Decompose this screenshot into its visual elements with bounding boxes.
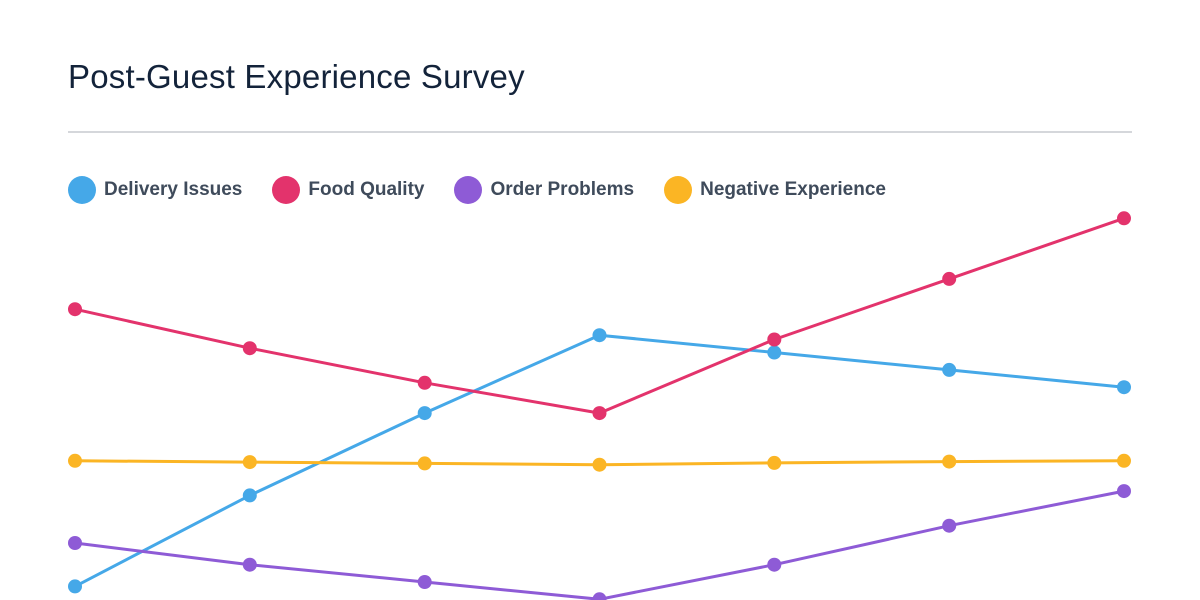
data-point-negative-experience-7[interactable] [1117,453,1131,468]
legend-swatch-delivery-issues [68,176,96,204]
series-food-quality [68,211,1131,421]
legend-label-food-quality: Food Quality [308,179,425,200]
data-point-delivery-issues-1[interactable] [68,579,82,594]
legend-swatch-negative-experience [664,176,693,204]
data-point-order-problems-5[interactable] [767,557,782,572]
data-point-negative-experience-2[interactable] [242,455,257,470]
data-point-order-problems-6[interactable] [942,518,957,533]
series-negative-experience [68,453,1131,472]
series-line-order-problems [74,489,1125,600]
series-line-food-quality [74,216,1125,415]
legend-swatch-order-problems [454,176,483,204]
data-point-food-quality-5[interactable] [767,332,782,347]
data-point-food-quality-3[interactable] [417,375,432,390]
data-point-food-quality-4[interactable] [592,406,607,421]
chart-legend: Delivery Issues Food Quality Order Probl… [68,176,916,204]
legend-item-food-quality[interactable]: Food Quality [272,176,424,204]
data-point-order-problems-1[interactable] [68,536,82,550]
legend-label-delivery-issues: Delivery Issues [104,179,243,200]
series-order-problems [68,484,1131,600]
data-point-negative-experience-3[interactable] [417,456,432,471]
legend-item-negative-experience[interactable]: Negative Experience [664,176,886,204]
data-point-negative-experience-1[interactable] [68,453,82,468]
data-point-delivery-issues-7[interactable] [1117,380,1131,395]
data-point-delivery-issues-3[interactable] [417,406,432,421]
data-point-negative-experience-6[interactable] [942,454,957,469]
data-point-food-quality-2[interactable] [242,341,257,356]
data-point-food-quality-6[interactable] [942,271,957,286]
legend-label-order-problems: Order Problems [490,179,635,200]
data-point-delivery-issues-5[interactable] [767,345,782,360]
data-point-delivery-issues-6[interactable] [942,362,957,377]
data-point-delivery-issues-4[interactable] [592,328,607,343]
legend-item-order-problems[interactable]: Order Problems [454,176,634,204]
data-point-food-quality-7[interactable] [1117,211,1131,226]
title-divider [68,131,1132,133]
data-point-food-quality-1[interactable] [68,302,82,317]
data-point-negative-experience-5[interactable] [767,455,782,470]
data-point-order-problems-3[interactable] [417,575,432,589]
data-point-order-problems-4[interactable] [592,592,607,600]
legend-swatch-food-quality [272,176,301,204]
data-point-order-problems-7[interactable] [1117,484,1131,499]
data-point-delivery-issues-2[interactable] [242,488,257,503]
chart-title: Post-Guest Experience Survey [68,58,525,95]
legend-item-delivery-issues[interactable]: Delivery Issues [68,176,242,204]
legend-label-negative-experience: Negative Experience [700,179,886,200]
data-point-order-problems-2[interactable] [242,557,257,572]
data-point-negative-experience-4[interactable] [592,457,607,472]
series-delivery-issues [68,328,1131,594]
